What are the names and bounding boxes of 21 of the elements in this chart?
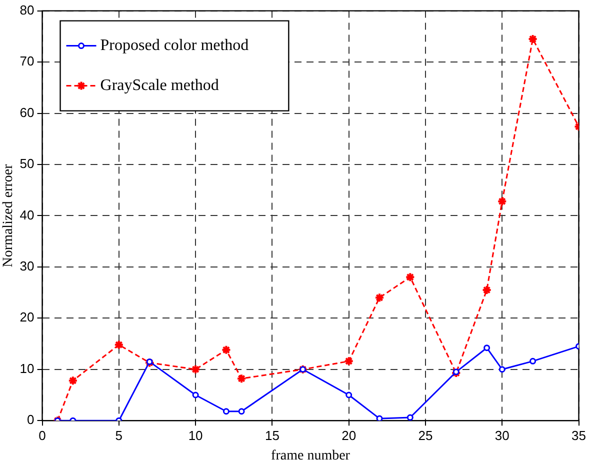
y-tick-label: 10: [20, 360, 34, 376]
y-tick-label: 60: [20, 104, 34, 120]
legend-label: GrayScale method: [100, 77, 219, 94]
y-axis-title: Normalized erroer: [1, 164, 16, 268]
y-tick-label: 30: [20, 258, 34, 274]
x-tick-label: 25: [418, 428, 433, 443]
legend-label: Proposed color method: [100, 37, 249, 54]
y-tick-label: 80: [20, 2, 34, 18]
x-axis-title: frame number: [271, 448, 350, 464]
x-tick-label: 20: [342, 428, 356, 443]
x-tick-label: 0: [38, 428, 46, 443]
x-tick-label: 30: [494, 428, 510, 443]
y-tick-label: 20: [20, 310, 34, 325]
x-tick-label: 10: [188, 428, 203, 443]
x-tick-label: 5: [115, 428, 123, 443]
x-tick-label: 35: [572, 428, 586, 443]
x-tick-label: 15: [264, 428, 280, 443]
y-tick-label: 0: [27, 412, 34, 428]
y-tick-label: 50: [20, 156, 34, 172]
y-tick-label: 40: [20, 207, 34, 222]
y-tick-label: 70: [20, 54, 34, 69]
